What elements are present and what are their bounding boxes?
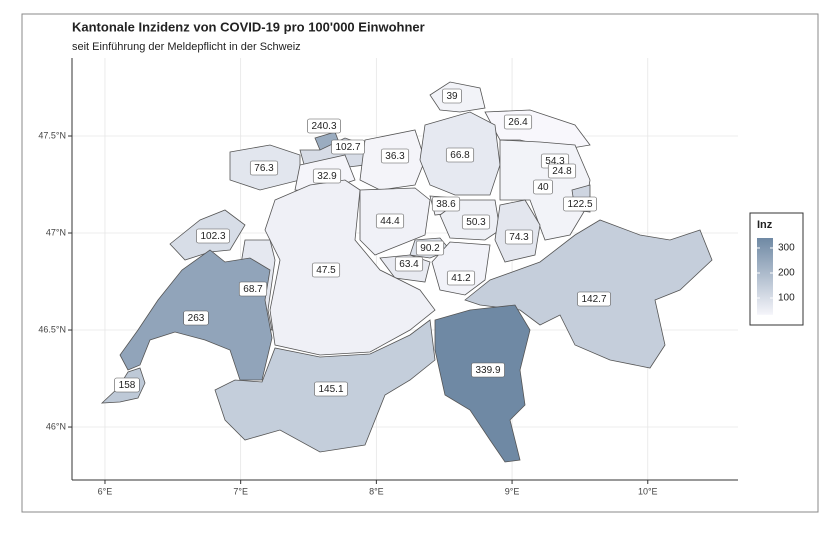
canton bbox=[431, 241, 491, 296]
data-label: 76.3 bbox=[254, 163, 274, 174]
data-label: 240.3 bbox=[311, 121, 336, 132]
label-box bbox=[415, 240, 445, 256]
label-box bbox=[238, 281, 268, 297]
canton bbox=[434, 304, 531, 463]
x-tick-label: 6°E bbox=[98, 486, 113, 496]
label-box bbox=[196, 228, 230, 244]
data-label: 54.3 bbox=[545, 156, 565, 167]
label-box bbox=[547, 163, 577, 179]
label-box bbox=[471, 362, 505, 378]
label-box bbox=[331, 139, 365, 155]
y-tick-label: 47°N bbox=[46, 227, 66, 237]
data-label: 36.3 bbox=[385, 151, 405, 162]
data-label: 263 bbox=[188, 313, 205, 324]
data-label: 26.4 bbox=[508, 117, 528, 128]
label-box bbox=[577, 291, 611, 307]
data-label: 158 bbox=[119, 380, 136, 391]
label-box bbox=[311, 262, 341, 278]
label-box bbox=[380, 148, 410, 164]
data-label: 63.4 bbox=[399, 259, 419, 270]
y-tick-label: 46°N bbox=[46, 421, 66, 431]
data-label: 39 bbox=[446, 91, 458, 102]
label-box bbox=[249, 160, 279, 176]
data-label: 122.5 bbox=[567, 199, 592, 210]
label-box bbox=[563, 196, 597, 212]
data-label: 66.8 bbox=[450, 150, 470, 161]
label-box bbox=[314, 381, 348, 397]
legend-label: 300 bbox=[778, 243, 795, 254]
data-label: 40 bbox=[537, 182, 549, 193]
data-label: 68.7 bbox=[243, 284, 263, 295]
x-tick-label: 10°E bbox=[638, 486, 658, 496]
data-label: 90.2 bbox=[420, 243, 440, 254]
x-tick-label: 8°E bbox=[369, 486, 384, 496]
label-box bbox=[504, 229, 534, 245]
data-label: 142.7 bbox=[581, 294, 606, 305]
label-box bbox=[461, 214, 491, 230]
label-box bbox=[446, 270, 476, 286]
canton bbox=[264, 179, 436, 356]
label-box bbox=[307, 118, 341, 134]
x-tick-label: 9°E bbox=[505, 486, 520, 496]
data-label: 41.2 bbox=[451, 273, 471, 284]
label-box bbox=[533, 179, 553, 195]
data-label: 44.4 bbox=[380, 216, 400, 227]
label-box bbox=[114, 377, 140, 393]
label-box bbox=[394, 256, 424, 272]
map bbox=[100, 81, 713, 463]
label-box bbox=[375, 213, 405, 229]
chart-subtitle: seit Einführung der Meldepflicht in der … bbox=[72, 41, 301, 53]
data-label: 38.6 bbox=[436, 199, 456, 210]
y-tick-label: 46.5°N bbox=[38, 324, 66, 334]
data-label: 50.3 bbox=[466, 217, 486, 228]
data-label: 145.1 bbox=[318, 384, 343, 395]
chart-title: Kantonale Inzidenz von COVID-19 pro 100'… bbox=[72, 19, 425, 34]
y-tick-label: 47.5°N bbox=[38, 130, 66, 140]
data-label: 24.8 bbox=[552, 166, 572, 177]
x-tick-label: 7°E bbox=[233, 486, 248, 496]
label-box bbox=[445, 147, 475, 163]
label-box bbox=[312, 168, 342, 184]
data-label: 74.3 bbox=[509, 232, 529, 243]
data-label: 32.9 bbox=[317, 171, 337, 182]
label-box bbox=[442, 88, 462, 104]
data-label: 339.9 bbox=[475, 365, 500, 376]
legend-label: 100 bbox=[778, 293, 795, 304]
frame bbox=[21, 13, 819, 513]
data-label: 47.5 bbox=[316, 265, 336, 276]
data-label: 102.7 bbox=[335, 142, 360, 153]
legend-title: Inz bbox=[757, 219, 773, 231]
data-label: 102.3 bbox=[200, 231, 225, 242]
legend-label: 200 bbox=[778, 268, 795, 279]
label-box bbox=[183, 310, 209, 326]
label-box bbox=[431, 196, 461, 212]
colorbar bbox=[757, 238, 773, 315]
label-box bbox=[503, 114, 533, 130]
